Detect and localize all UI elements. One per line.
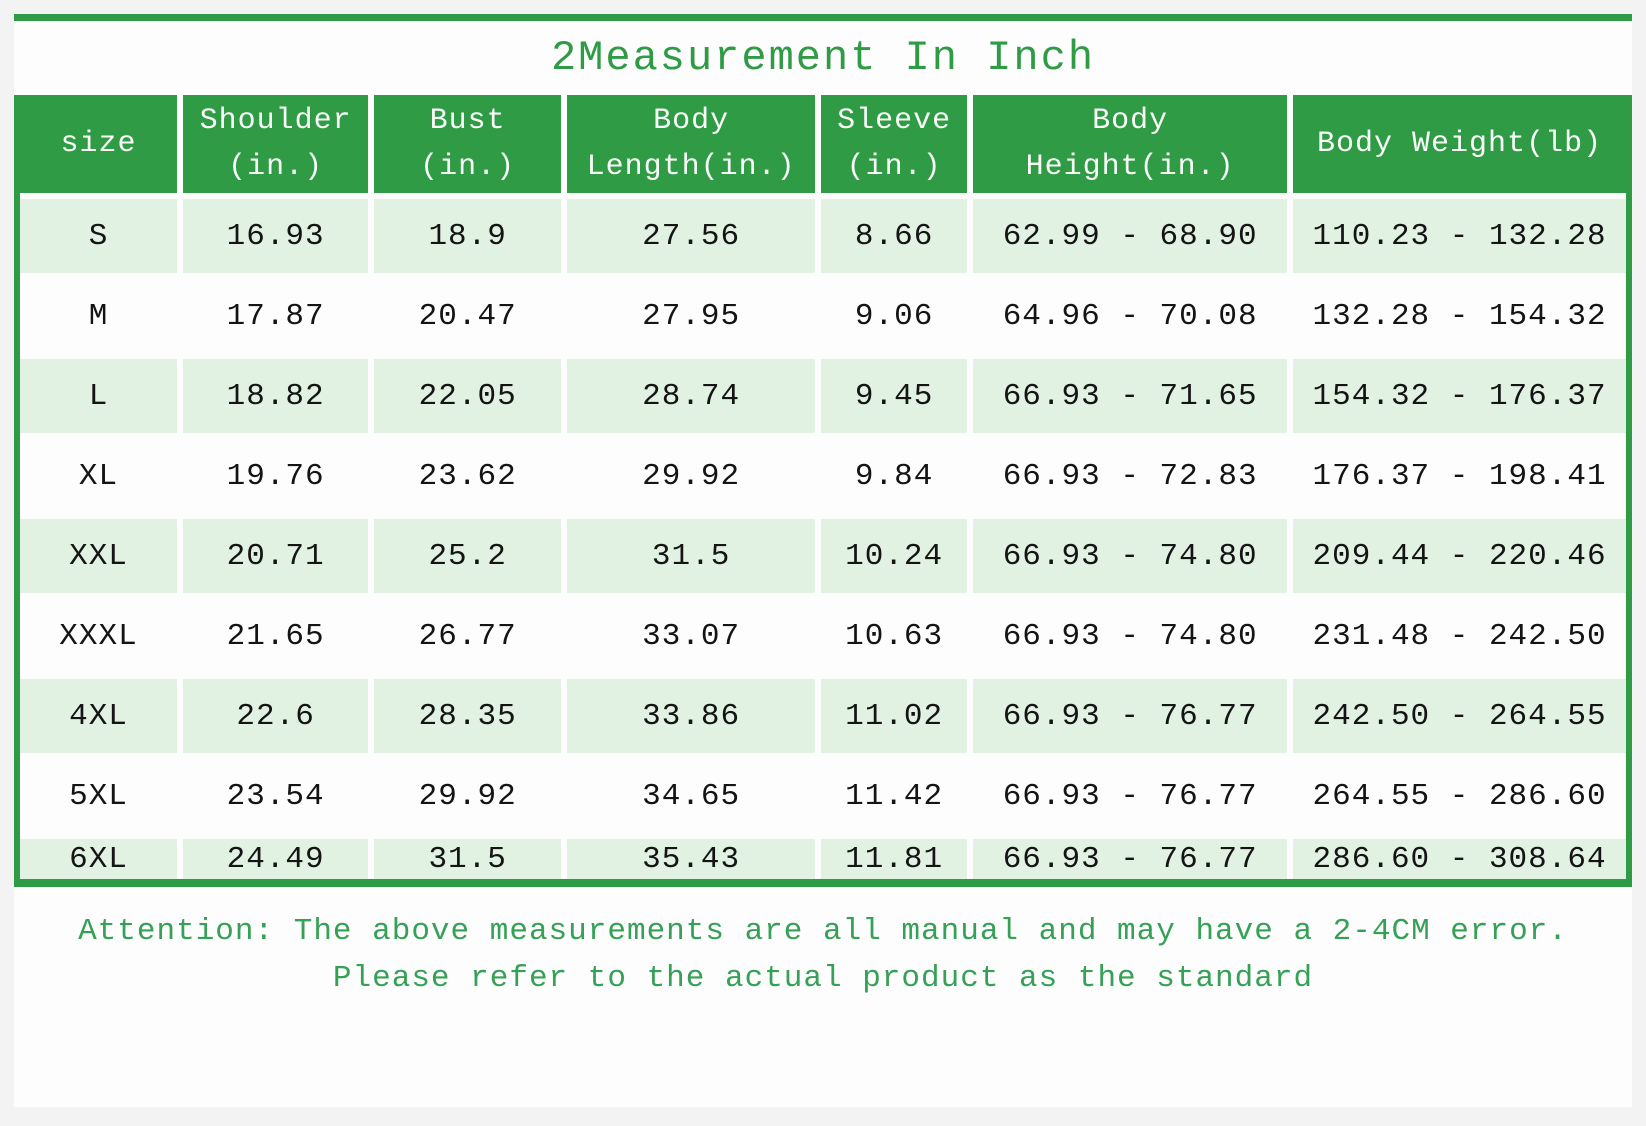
value-cell: 64.96 - 70.08	[973, 279, 1288, 353]
value-cell: 110.23 - 132.28	[1293, 199, 1626, 273]
attention-note: Attention: The above measurements are al…	[14, 887, 1632, 1002]
value-cell: 66.93 - 72.83	[973, 439, 1288, 513]
value-cell: 66.93 - 76.77	[973, 679, 1288, 753]
value-cell: 242.50 - 264.55	[1293, 679, 1626, 753]
table-row: XL 19.76 23.62 29.92 9.84 66.93 - 72.83 176.37…	[20, 439, 1626, 513]
value-cell: 154.32 - 176.37	[1293, 359, 1626, 433]
value-cell: 66.93 - 74.80	[973, 599, 1288, 673]
table-row: L 18.82 22.05 28.74 9.45 66.93 - 71.65 154.32 …	[20, 359, 1626, 433]
value-cell: 62.99 - 68.90	[973, 199, 1288, 273]
table-row: S 16.93 18.9 27.56 8.66 62.99 - 68.90 110.23 -…	[20, 199, 1626, 273]
value-cell: 35.43	[567, 839, 816, 879]
size-cell: XL	[20, 439, 177, 513]
value-cell: 176.37 - 198.41	[1293, 439, 1626, 513]
header-row: size Shoulder (in.) Bust (in.) Body Leng…	[20, 95, 1626, 193]
value-cell: 11.81	[821, 839, 968, 879]
value-cell: 34.65	[567, 759, 816, 833]
value-cell: 19.76	[183, 439, 369, 513]
value-cell: 66.93 - 76.77	[973, 839, 1288, 879]
table-header: size Shoulder (in.) Bust (in.) Body Leng…	[20, 95, 1626, 193]
table-row: 4XL 22.6 28.35 33.86 11.02 66.93 - 76.77 242.5…	[20, 679, 1626, 753]
value-cell: 23.54	[183, 759, 369, 833]
value-cell: 231.48 - 242.50	[1293, 599, 1626, 673]
table-row: XXXL 21.65 26.77 33.07 10.63 66.93 - 74.80 231…	[20, 599, 1626, 673]
value-cell: 132.28 - 154.32	[1293, 279, 1626, 353]
column-header-size: size	[20, 95, 177, 193]
title-band: 2Measurement In Inch	[14, 21, 1632, 95]
size-table-border: size Shoulder (in.) Bust (in.) Body Leng…	[14, 95, 1632, 887]
value-cell: 209.44 - 220.46	[1293, 519, 1626, 593]
attention-line-2: Please refer to the actual product as th…	[332, 960, 1314, 996]
value-cell: 22.05	[374, 359, 562, 433]
column-header-bust: Bust (in.)	[374, 95, 562, 193]
size-cell: 4XL	[20, 679, 177, 753]
value-cell: 8.66	[821, 199, 968, 273]
size-chart-document: 2Measurement In Inch size Shoulder (in.)	[14, 14, 1632, 1107]
value-cell: 22.6	[183, 679, 369, 753]
value-cell: 29.92	[567, 439, 816, 513]
value-cell: 33.86	[567, 679, 816, 753]
value-cell: 21.65	[183, 599, 369, 673]
value-cell: 25.2	[374, 519, 562, 593]
size-cell: M	[20, 279, 177, 353]
value-cell: 24.49	[183, 839, 369, 879]
column-header-body-length: Body Length(in.)	[567, 95, 816, 193]
table-row: 6XL 24.49 31.5 35.43 11.81 66.93 - 76.77 286.6…	[20, 839, 1626, 879]
column-header-sleeve: Sleeve (in.)	[821, 95, 968, 193]
value-cell: 20.71	[183, 519, 369, 593]
size-table: size Shoulder (in.) Bust (in.) Body Leng…	[20, 95, 1626, 879]
value-cell: 31.5	[567, 519, 816, 593]
value-cell: 28.74	[567, 359, 816, 433]
value-cell: 27.95	[567, 279, 816, 353]
value-cell: 18.9	[374, 199, 562, 273]
value-cell: 18.82	[183, 359, 369, 433]
value-cell: 10.63	[821, 599, 968, 673]
table-row: 5XL 23.54 29.92 34.65 11.42 66.93 - 76.77 264.…	[20, 759, 1626, 833]
top-divider	[14, 14, 1632, 21]
value-cell: 20.47	[374, 279, 562, 353]
size-cell: L	[20, 359, 177, 433]
value-cell: 286.60 - 308.64	[1293, 839, 1626, 879]
column-header-shoulder: Shoulder (in.)	[183, 95, 369, 193]
page-title: 2Measurement In Inch	[550, 34, 1096, 82]
value-cell: 28.35	[374, 679, 562, 753]
value-cell: 17.87	[183, 279, 369, 353]
value-cell: 33.07	[567, 599, 816, 673]
size-cell: 5XL	[20, 759, 177, 833]
value-cell: 29.92	[374, 759, 562, 833]
value-cell: 9.06	[821, 279, 968, 353]
value-cell: 9.45	[821, 359, 968, 433]
value-cell: 26.77	[374, 599, 562, 673]
size-cell: XXL	[20, 519, 177, 593]
size-cell: 6XL	[20, 839, 177, 879]
value-cell: 27.56	[567, 199, 816, 273]
value-cell: 66.93 - 74.80	[973, 519, 1288, 593]
attention-line-1: Attention: The above measurements are al…	[78, 914, 1568, 949]
value-cell: 11.02	[821, 679, 968, 753]
size-cell: S	[20, 199, 177, 273]
table-body: S 16.93 18.9 27.56 8.66 62.99 - 68.90 110.23 -…	[20, 199, 1626, 879]
value-cell: 11.42	[821, 759, 968, 833]
value-cell: 10.24	[821, 519, 968, 593]
table-row: XXL 20.71 25.2 31.5 10.24 66.93 - 74.80 209.44…	[20, 519, 1626, 593]
value-cell: 9.84	[821, 439, 968, 513]
value-cell: 23.62	[374, 439, 562, 513]
value-cell: 264.55 - 286.60	[1293, 759, 1626, 833]
value-cell: 66.93 - 71.65	[973, 359, 1288, 433]
size-cell: XXXL	[20, 599, 177, 673]
column-header-body-weight: Body Weight(lb)	[1293, 95, 1626, 193]
value-cell: 66.93 - 76.77	[973, 759, 1288, 833]
value-cell: 31.5	[374, 839, 562, 879]
value-cell: 16.93	[183, 199, 369, 273]
column-header-body-height: Body Height(in.)	[973, 95, 1288, 193]
table-row: M 17.87 20.47 27.95 9.06 64.96 - 70.08 132.28 …	[20, 279, 1626, 353]
